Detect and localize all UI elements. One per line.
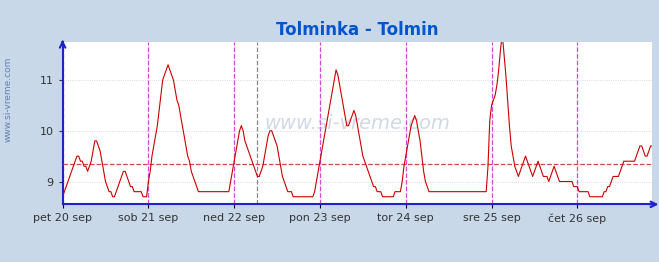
Title: Tolminka - Tolmin: Tolminka - Tolmin — [276, 21, 439, 39]
Text: www.si-vreme.com: www.si-vreme.com — [3, 57, 13, 142]
Text: www.si-vreme.com: www.si-vreme.com — [264, 114, 451, 133]
